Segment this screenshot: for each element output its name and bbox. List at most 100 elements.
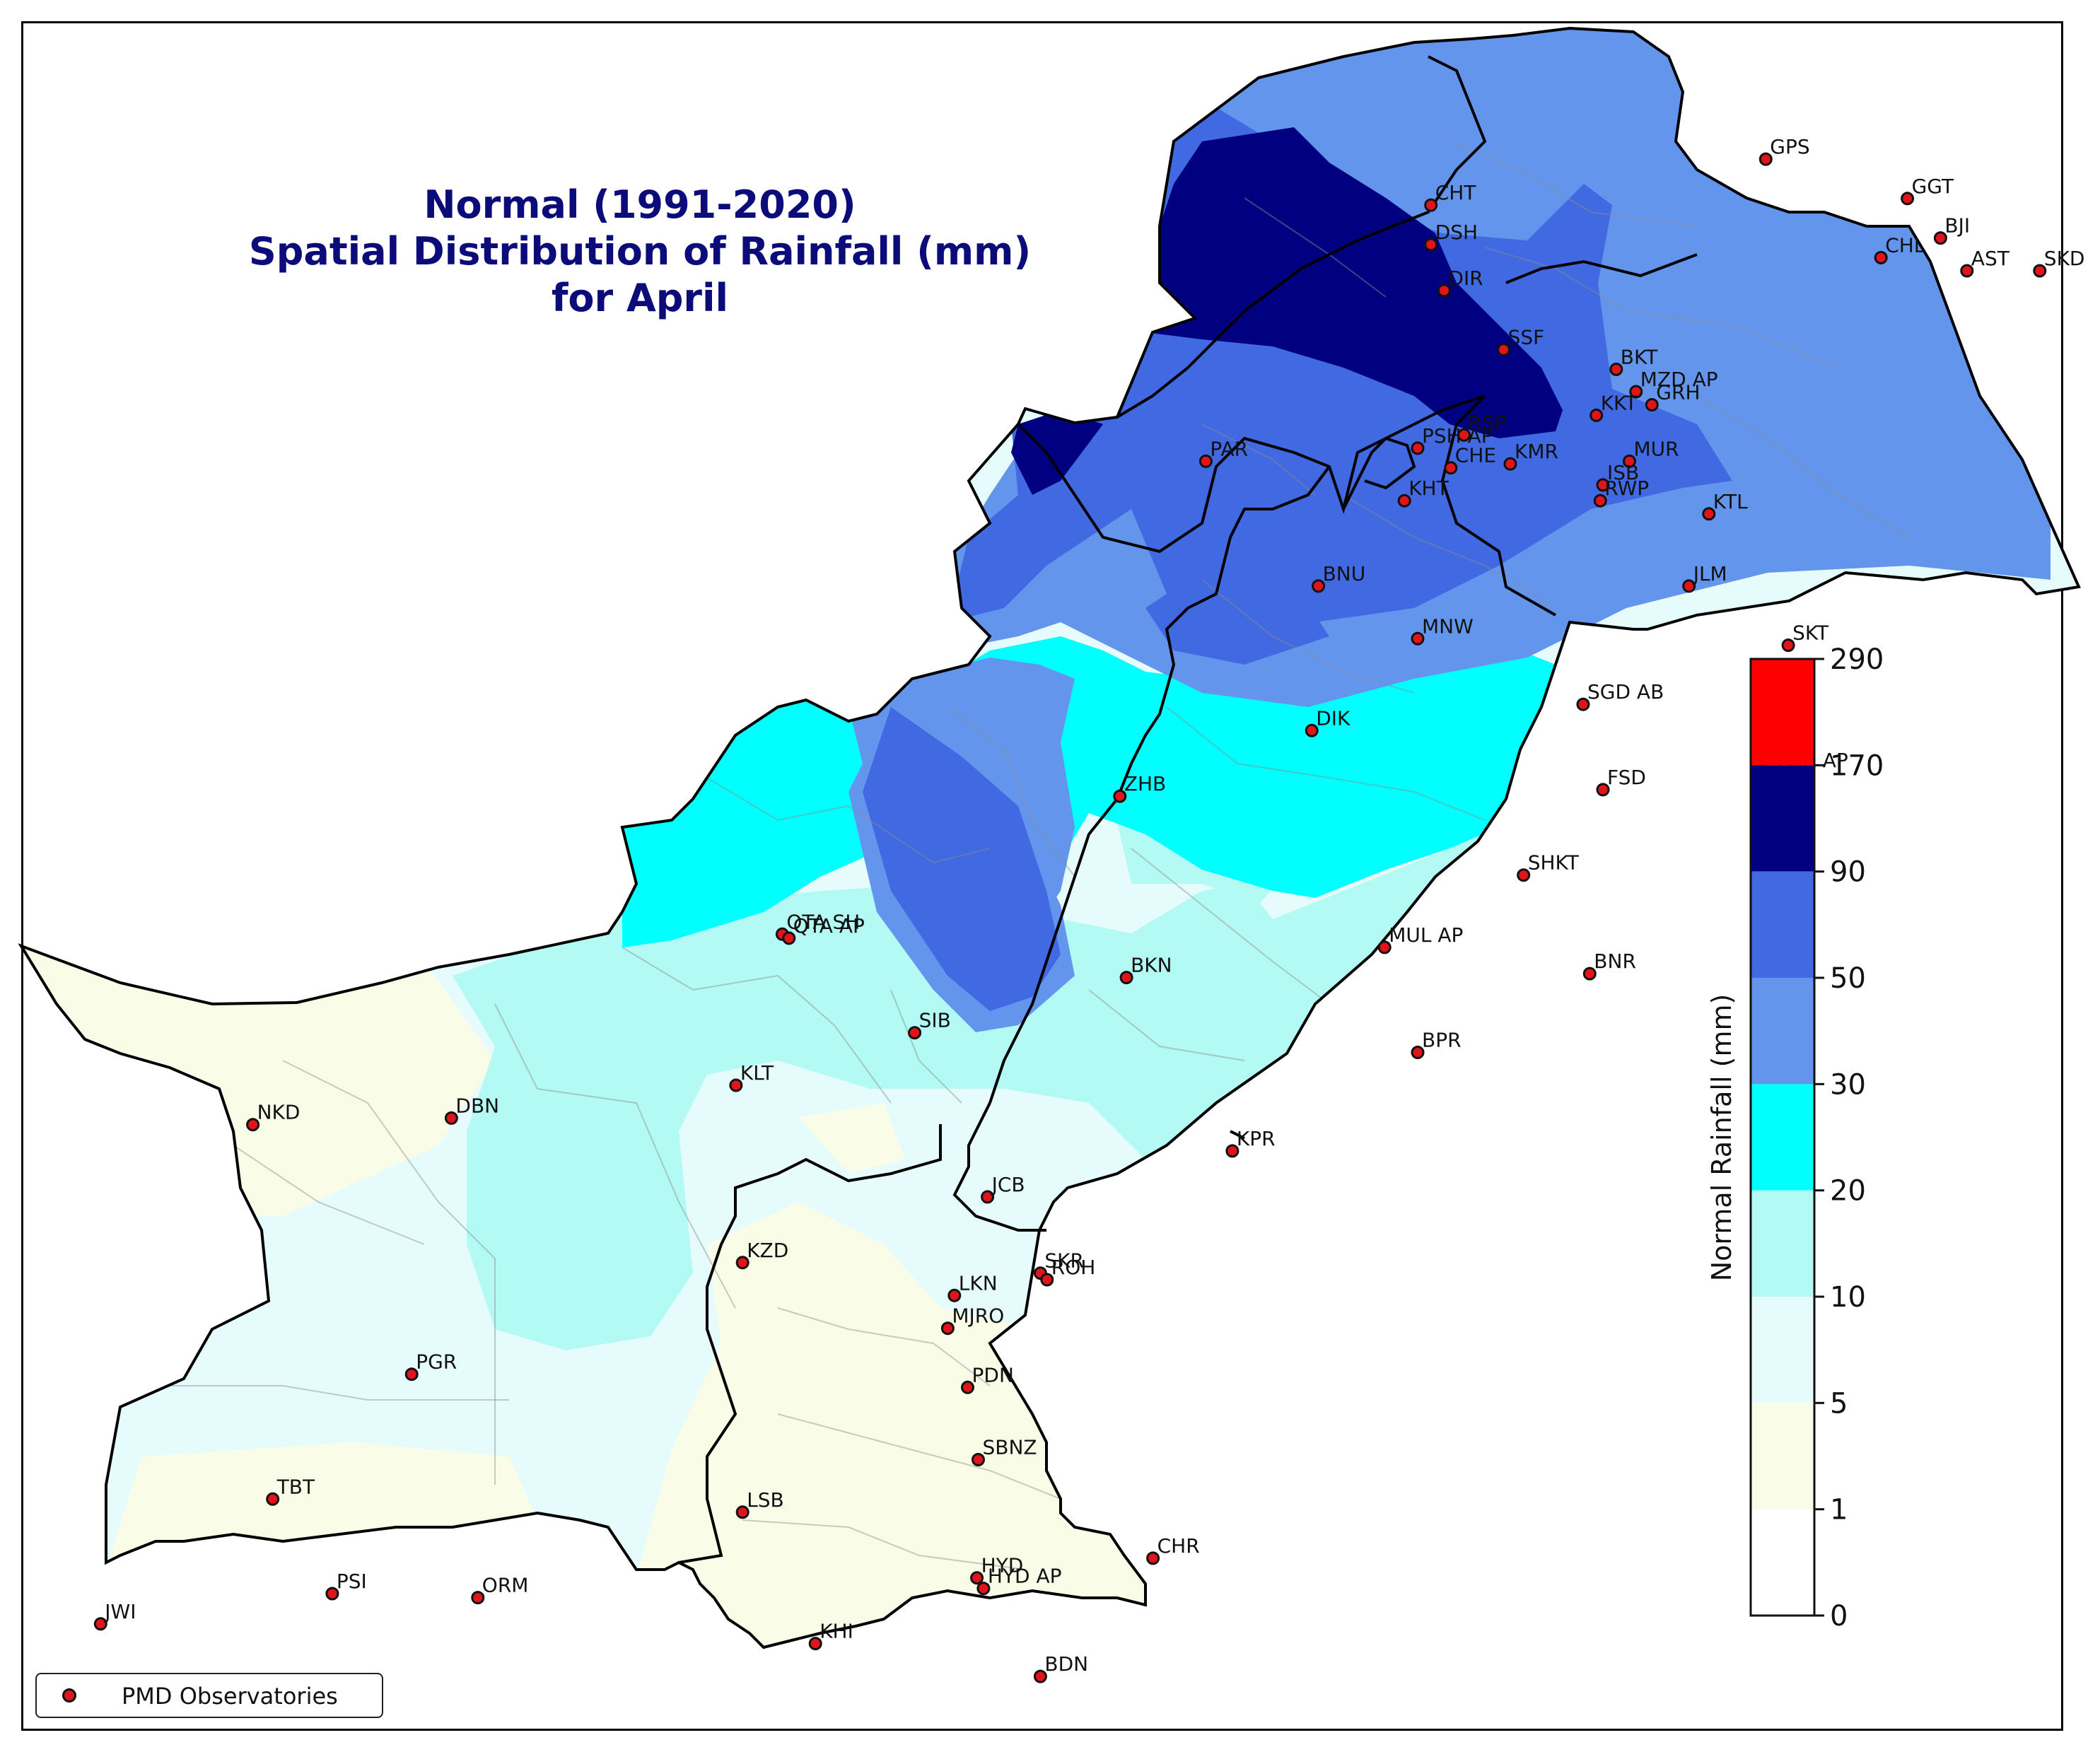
colorbar-tick-label: 0: [1830, 1600, 1848, 1633]
station-marker-roh: [1040, 1273, 1054, 1287]
station-marker-kmr: [1503, 457, 1517, 471]
station-marker-shkt: [1517, 868, 1531, 882]
station-label-chr: CHR: [1157, 1534, 1200, 1558]
station-marker-klt: [729, 1078, 743, 1092]
station-label-skr: SKR: [1044, 1249, 1084, 1273]
station-label-pdn: PDN: [972, 1363, 1014, 1386]
rainfall-bin-10-20: [453, 792, 1513, 1350]
station-label-psh-ap: PSH AP: [1422, 424, 1493, 448]
station-label-kht: KHT: [1408, 477, 1449, 500]
district-boundaries: [106, 141, 1910, 1570]
colorbar-tick-label: 20: [1830, 1175, 1866, 1208]
station-label-bdn: BDN: [1044, 1652, 1088, 1676]
map-legend: PMD Observatories: [35, 1673, 383, 1718]
station-marker-lkn: [947, 1288, 962, 1302]
station-marker-fsd: [1596, 783, 1610, 797]
station-marker-ssf: [1497, 343, 1511, 356]
station-label-klt: KLT: [740, 1061, 774, 1085]
station-label-dir: DIR: [1448, 267, 1483, 290]
station-marker-mur: [1623, 454, 1636, 468]
station-label-dik: DIK: [1316, 706, 1351, 730]
station-label-cht: CHT: [1435, 181, 1477, 204]
station-marker-kkt: [1589, 408, 1604, 422]
station-label-ast: AST: [1971, 247, 2010, 270]
station-label-lkn: LKN: [959, 1271, 998, 1295]
station-label-khi: KHI: [819, 1620, 853, 1643]
station-marker-bpr: [1411, 1046, 1425, 1059]
station-label-roh: ROH: [1051, 1256, 1096, 1279]
station-marker-sgd-ab: [1576, 697, 1590, 711]
rainfall-bin-50-90: [863, 99, 1732, 1011]
station-label-mnw: MNW: [1422, 614, 1474, 638]
station-marker-sbnz: [972, 1453, 985, 1466]
station-marker-khi: [808, 1637, 822, 1651]
station-marker-bdn: [1033, 1669, 1047, 1683]
station-label-kkt: KKT: [1601, 391, 1638, 414]
station-label-bpr: BPR: [1422, 1029, 1462, 1052]
station-label-kzd: KZD: [747, 1239, 788, 1262]
station-marker-kpr: [1225, 1144, 1239, 1158]
station-marker-grh: [1645, 398, 1659, 411]
station-label-jwi: JWI: [103, 1600, 136, 1623]
station-label-che: CHE: [1455, 444, 1496, 467]
observatory-marker-icon: [62, 1688, 76, 1703]
colorbar-segment-30-50: [1751, 978, 1814, 1085]
colorbar-tick-label: 170: [1830, 749, 1884, 782]
colorbar-tick-label: 90: [1830, 856, 1866, 889]
station-label-hyd-ap: HYD AP: [988, 1565, 1062, 1588]
colorbar-tick-label: 5: [1830, 1387, 1848, 1420]
colorbar-outline: [1749, 658, 1816, 1617]
station-label-tbt: TBT: [276, 1475, 315, 1498]
station-marker-mnw: [1411, 631, 1425, 646]
province-boundaries: [18, 26, 2081, 1649]
station-label-dbn: DBN: [455, 1094, 499, 1117]
station-label-ssf: SSF: [1508, 326, 1545, 349]
station-label-lsb: LSB: [747, 1488, 784, 1512]
station-marker-zhb: [1113, 789, 1127, 803]
station-marker-sib: [908, 1026, 922, 1040]
station-marker-rsp: [1457, 428, 1471, 442]
station-label-jcb: JCB: [991, 1173, 1025, 1196]
colorbar-tick-label: 290: [1830, 643, 1884, 676]
station-label-gps: GPS: [1770, 135, 1809, 158]
station-label-kmr: KMR: [1515, 440, 1558, 463]
station-marker-ggt: [1901, 192, 1915, 206]
station-marker-chr: [1146, 1551, 1160, 1565]
station-label-sbnz: SBNZ: [983, 1436, 1037, 1459]
station-label-kpr: KPR: [1237, 1127, 1276, 1150]
colorbar-segment-20-30: [1751, 1084, 1814, 1191]
station-marker-mjro: [940, 1321, 955, 1336]
station-marker-psh-ap: [1411, 441, 1425, 455]
colorbar-segment-10-20: [1751, 1190, 1814, 1297]
station-label-orm: ORM: [482, 1574, 529, 1597]
station-label-pgr: PGR: [416, 1350, 457, 1374]
station-label-qta-sh: QTA SH: [786, 910, 860, 933]
colorbar-segment-50-90: [1751, 871, 1814, 978]
station-marker-jwi: [93, 1617, 107, 1631]
station-label-ggt: GGT: [1912, 175, 1954, 198]
station-label-bkn: BKN: [1131, 954, 1172, 977]
station-label-shkt: SHKT: [1528, 851, 1580, 875]
station-marker-dik: [1305, 723, 1319, 737]
rainfall-bin-1-5: [21, 940, 1145, 1647]
colorbar-segment-90-170: [1751, 765, 1814, 872]
rainfall-bin-90-170: [1011, 127, 1563, 495]
station-label-ktl: KTL: [1713, 490, 1748, 513]
station-marker-chl: [1874, 250, 1888, 264]
station-label-bji: BJI: [1944, 214, 1970, 238]
colorbar-tick-label: 50: [1830, 962, 1866, 995]
station-marker-jcb: [981, 1190, 995, 1204]
station-marker-bnu: [1312, 579, 1326, 593]
station-marker-che: [1444, 461, 1458, 475]
station-marker-rwp: [1593, 494, 1607, 508]
station-marker-nkd: [246, 1118, 260, 1132]
station-marker-hyd: [970, 1571, 984, 1585]
station-marker-bji: [1933, 231, 1947, 245]
station-marker-dir: [1437, 284, 1451, 298]
station-marker-kht: [1397, 494, 1411, 508]
station-label-isb: ISB: [1607, 461, 1639, 484]
station-marker-gps: [1758, 152, 1773, 166]
colorbar-tick-label: 1: [1830, 1494, 1848, 1526]
station-label-grh: GRH: [1656, 381, 1700, 404]
